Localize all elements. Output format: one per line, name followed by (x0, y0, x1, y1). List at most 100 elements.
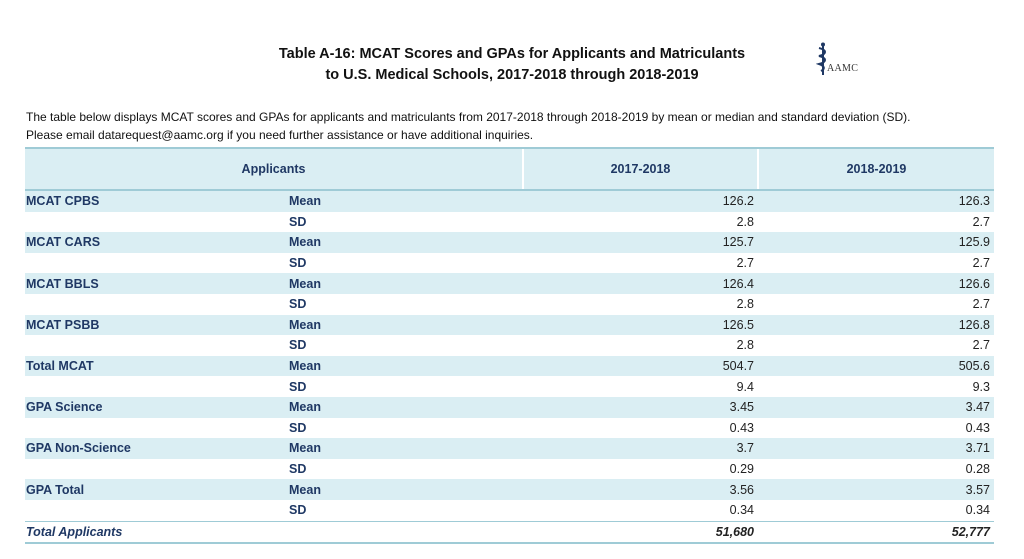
value-2018-2019: 505.6 (758, 355, 994, 377)
metric-label: MCAT CARS (26, 235, 101, 250)
row-label-cell: GPA Science Mean (25, 396, 523, 418)
value-2018-2019: 126.3 (758, 190, 994, 212)
value-2017-2018: 126.5 (523, 314, 758, 336)
metric-label: MCAT BBLS (26, 276, 99, 291)
stat-label: SD (289, 214, 307, 229)
stat-label: SD (289, 503, 307, 518)
value-2018-2019: 126.6 (758, 273, 994, 294)
value-2018-2019: 3.71 (758, 438, 994, 459)
table-row: SD 9.4 9.3 (25, 376, 994, 397)
table-row: SD 0.34 0.34 (25, 500, 994, 521)
stat-label: Mean (289, 482, 321, 497)
metric-label: MCAT PSBB (26, 317, 100, 332)
table-body: MCAT CPBS Mean 126.2 126.3 SD 2.8 2.7 MCAT CARS… (25, 190, 994, 545)
total-2017-2018: 51,680 (523, 520, 758, 545)
header-2017-2018: 2017-2018 (522, 147, 758, 191)
table-row: GPA Total Mean 3.56 3.57 (25, 479, 994, 500)
table-header-row: Applicants 2017-2018 2018-2019 (25, 147, 994, 191)
aamc-logo-text: AAMC (827, 63, 859, 74)
value-2018-2019: 0.34 (965, 503, 990, 518)
value-2017-2018: 2.8 (736, 214, 754, 229)
metric-label: Total MCAT (26, 359, 94, 374)
title-line-1: Table A-16: MCAT Scores and GPAs for App… (278, 46, 746, 62)
value-2017-2018: 3.56 (523, 479, 758, 500)
value-2017-2018: 126.2 (523, 190, 758, 212)
value-2017-2018: 2.8 (736, 297, 754, 312)
value-2018-2019: 125.9 (758, 232, 994, 253)
total-row: Total Applicants 51,680 52,777 (25, 520, 994, 545)
stat-label: SD (289, 379, 307, 394)
header-applicants: Applicants (25, 147, 523, 191)
title-line-2: to U.S. Medical Schools, 2017-2018 throu… (325, 67, 699, 83)
value-2018-2019: 2.7 (972, 214, 990, 229)
row-label-cell: Total MCAT Mean (25, 355, 523, 377)
value-2017-2018: 504.7 (523, 355, 758, 377)
value-2017-2018: 125.7 (523, 232, 758, 253)
row-label-cell: SD (25, 294, 523, 315)
value-2017-2018: 2.8 (736, 338, 754, 353)
header-2018-2019: 2018-2019 (757, 147, 994, 191)
metric-label: GPA Science (26, 400, 103, 415)
value-2017-2018: 0.34 (729, 503, 754, 518)
row-label-cell: SD (25, 418, 523, 439)
table-row: MCAT BBLS Mean 126.4 126.6 (25, 273, 994, 294)
stat-label: SD (289, 338, 307, 353)
value-2018-2019: 2.7 (972, 338, 990, 353)
table-row: SD 2.8 2.7 (25, 212, 994, 233)
stat-label: SD (289, 420, 307, 435)
total-label: Total Applicants (25, 520, 523, 545)
value-2018-2019: 3.57 (758, 479, 994, 500)
row-label-cell: MCAT BBLS Mean (25, 273, 523, 294)
row-label-cell: SD (25, 500, 523, 521)
table-row: GPA Non-Science Mean 3.7 3.71 (25, 438, 994, 459)
intro-line-2: Please email datarequest@aamc.org if you… (26, 128, 534, 142)
table-row: SD 0.29 0.28 (25, 459, 994, 480)
value-2017-2018: 2.7 (736, 256, 754, 271)
stat-label: SD (289, 462, 307, 477)
mcat-gpa-table: Applicants 2017-2018 2018-2019 MCAT CPBS… (25, 147, 994, 545)
row-label-cell: SD (25, 212, 523, 233)
stat-label: Mean (289, 359, 321, 374)
stat-label: Mean (289, 235, 321, 250)
table-row: Total MCAT Mean 504.7 505.6 (25, 355, 994, 377)
table-row: SD 2.8 2.7 (25, 335, 994, 356)
value-2018-2019: 2.7 (972, 256, 990, 271)
row-label-cell: MCAT CARS Mean (25, 232, 523, 253)
intro-text: The table below displays MCAT scores and… (26, 108, 1006, 144)
value-2017-2018: 0.43 (729, 420, 754, 435)
stat-label: SD (289, 256, 307, 271)
row-label-cell: GPA Total Mean (25, 479, 523, 500)
aamc-logo: AAMC (816, 42, 886, 78)
row-label-cell: MCAT PSBB Mean (25, 314, 523, 336)
stat-label: Mean (289, 441, 321, 456)
stat-label: Mean (289, 194, 321, 209)
stat-label: SD (289, 297, 307, 312)
total-2018-2019: 52,777 (758, 520, 994, 545)
value-2018-2019: 9.3 (972, 379, 990, 394)
value-2017-2018: 3.45 (523, 396, 758, 418)
table-row: MCAT CARS Mean 125.7 125.9 (25, 232, 994, 253)
page-title: Table A-16: MCAT Scores and GPAs for App… (0, 44, 1024, 86)
row-label-cell: SD (25, 335, 523, 356)
value-2017-2018: 0.29 (729, 462, 754, 477)
metric-label: GPA Total (26, 482, 85, 497)
row-label-cell: SD (25, 253, 523, 274)
row-label-cell: MCAT CPBS Mean (25, 190, 523, 212)
table-row: SD 2.7 2.7 (25, 253, 994, 274)
value-2018-2019: 0.28 (965, 462, 990, 477)
row-label-cell: SD (25, 376, 523, 397)
value-2018-2019: 2.7 (972, 297, 990, 312)
intro-line-1: The table below displays MCAT scores and… (26, 110, 911, 124)
table-row: MCAT CPBS Mean 126.2 126.3 (25, 190, 994, 212)
value-2018-2019: 0.43 (965, 420, 990, 435)
aamc-caduceus-icon (816, 42, 826, 75)
table-row: GPA Science Mean 3.45 3.47 (25, 396, 994, 418)
value-2017-2018: 126.4 (523, 273, 758, 294)
value-2017-2018: 3.7 (523, 438, 758, 459)
table-row: SD 2.8 2.7 (25, 294, 994, 315)
value-2017-2018: 9.4 (736, 379, 754, 394)
value-2018-2019: 126.8 (758, 314, 994, 336)
table-row: MCAT PSBB Mean 126.5 126.8 (25, 314, 994, 336)
stat-label: Mean (289, 400, 321, 415)
metric-label: GPA Non-Science (26, 441, 131, 456)
